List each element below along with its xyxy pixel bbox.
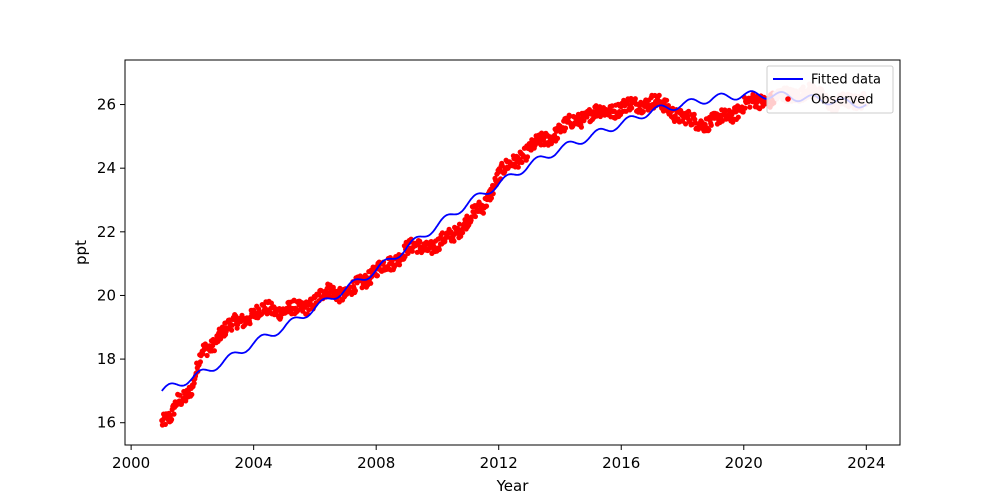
observed-point [396, 262, 403, 268]
observed-point [664, 97, 670, 103]
x-tick-label: 2016 [602, 454, 640, 472]
observed-point [417, 238, 423, 244]
observed-point [691, 111, 697, 117]
observed-point [708, 122, 714, 128]
observed-point [578, 124, 585, 130]
observed-point [247, 321, 253, 327]
y-tick-label: 20 [97, 286, 116, 304]
observed-point [640, 109, 646, 115]
y-axis-label: ppt [72, 240, 90, 265]
legend: Fitted data Observed [766, 65, 894, 114]
x-tick-label: 2004 [235, 454, 273, 472]
observed-point [747, 104, 753, 110]
observed-point [189, 391, 195, 398]
observed-point [742, 105, 748, 111]
x-tick-label: 2024 [847, 454, 885, 472]
observed-point [488, 195, 494, 201]
observed-point [524, 154, 531, 160]
observed-point [162, 421, 168, 427]
legend-dot-swatch [785, 96, 791, 102]
observed-point [171, 411, 177, 417]
observed-point [686, 108, 692, 114]
observed-point [374, 273, 380, 279]
legend-label-fitted: Fitted data [811, 73, 881, 88]
y-tick-label: 18 [97, 350, 116, 368]
observed-point [409, 248, 415, 254]
observed-point [706, 127, 712, 133]
y-tick-label: 24 [97, 159, 116, 177]
x-axis-label: Year [496, 477, 530, 495]
observed-point [191, 380, 197, 386]
observed-point [554, 135, 561, 141]
observed-point [169, 416, 175, 423]
legend-label-observed: Observed [811, 93, 874, 108]
fitted-line [161, 90, 867, 392]
observed-point [456, 221, 463, 227]
y-tick-label: 26 [97, 96, 116, 114]
x-tick-label: 2020 [725, 454, 763, 472]
y-tick-label: 16 [97, 414, 116, 432]
x-axis: 2000 2004 2008 2012 2016 2020 2024 [112, 445, 885, 472]
observed-point [229, 327, 235, 333]
observed-point [629, 105, 635, 111]
observed-point [197, 359, 203, 365]
y-tick-label: 22 [97, 223, 116, 241]
observed-point [460, 230, 466, 236]
plot-frame [124, 59, 901, 446]
observed-point [581, 118, 587, 124]
observed-point [204, 352, 210, 359]
observed-point [632, 96, 638, 102]
observed-point [368, 280, 374, 286]
observed-point [515, 164, 521, 170]
observed-point [218, 336, 224, 342]
observed-point [200, 351, 206, 357]
observed-point [436, 246, 442, 253]
observed-point [683, 121, 689, 127]
x-tick-label: 2012 [480, 454, 518, 472]
observed-point [519, 159, 525, 165]
observed-point [414, 249, 420, 255]
x-tick-label: 2008 [357, 454, 395, 472]
observed-point [352, 288, 358, 294]
observed-point [483, 203, 490, 209]
observed-point [480, 210, 486, 216]
observed-point [177, 392, 183, 398]
observed-point [735, 114, 741, 120]
observed-point [211, 348, 217, 354]
observed-point [472, 213, 478, 220]
y-axis: 16 18 20 22 24 26 [97, 96, 125, 432]
x-tick-label: 2000 [112, 454, 150, 472]
legend-box [766, 65, 894, 114]
observed-point [229, 322, 235, 328]
data-layer [159, 81, 869, 428]
observed-point [451, 238, 457, 244]
observed-point [268, 300, 274, 306]
observed-point [562, 125, 569, 131]
observed-point [656, 92, 662, 98]
